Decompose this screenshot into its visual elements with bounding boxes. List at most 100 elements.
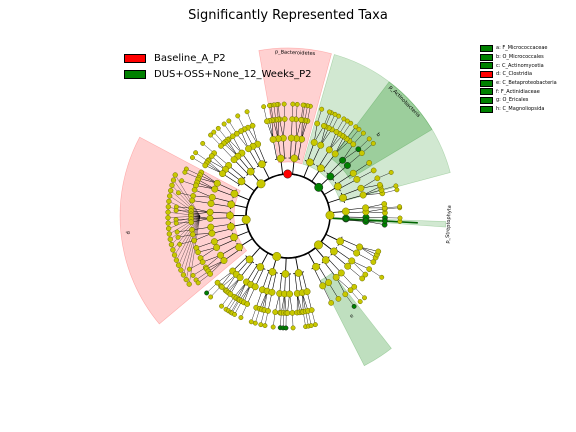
tree-node — [360, 130, 366, 136]
tree-node — [270, 324, 276, 330]
taxa-legend-label: e: C_Betaproteobacteria — [496, 80, 557, 87]
tree-node — [219, 170, 226, 178]
legend-label-group-1: Baseline_A_P2 — [154, 52, 226, 64]
tree-node — [362, 295, 367, 301]
branch — [168, 215, 201, 229]
tree-node — [284, 310, 291, 316]
tree-node — [208, 153, 215, 159]
tree-node — [166, 225, 172, 232]
tree-node — [230, 156, 238, 164]
tree-node — [180, 272, 187, 278]
tree-node — [303, 288, 311, 296]
legend-label-group-2: DUS+OSS+None_12_Weeks_P2 — [154, 68, 312, 80]
taxa-legend-swatch — [480, 70, 493, 78]
tree-node — [359, 150, 365, 156]
tree-node — [314, 182, 324, 192]
tree-node — [227, 291, 234, 297]
tree-node — [251, 283, 259, 291]
tree-node — [353, 124, 359, 130]
tree-node — [173, 257, 180, 263]
tree-node — [166, 198, 172, 205]
tree-node — [328, 300, 334, 306]
branch — [183, 215, 201, 275]
tree-node — [218, 143, 224, 149]
tree-node — [235, 243, 243, 252]
tree-node — [170, 177, 177, 183]
tree-node — [362, 271, 369, 278]
taxa-legend: a: F_Micrococcaceae b: O_Micrococcales c: … — [480, 44, 557, 114]
tree-node — [252, 320, 258, 326]
tree-node — [366, 266, 373, 272]
tree-node — [206, 208, 214, 216]
tree-node — [172, 172, 178, 178]
tree-node — [319, 282, 327, 290]
branch — [168, 206, 201, 217]
tree-node — [353, 249, 361, 257]
branch — [174, 215, 201, 256]
tree-node — [214, 279, 221, 286]
tree-node — [382, 218, 388, 224]
tree-node — [230, 233, 238, 242]
tree-node — [246, 167, 255, 176]
tree-node — [186, 281, 192, 287]
tree-node — [186, 266, 192, 272]
tree-node — [215, 125, 221, 131]
tree-node — [191, 186, 198, 193]
tree-node — [314, 240, 323, 250]
tree-node — [356, 243, 364, 251]
tree-node — [272, 252, 282, 261]
tree-node — [175, 190, 181, 196]
tree-node — [175, 234, 181, 240]
tree-node — [200, 140, 206, 146]
branch — [168, 212, 201, 217]
tree-node — [317, 141, 325, 149]
tree-node — [325, 146, 333, 154]
tree-node — [366, 136, 372, 142]
tree-node — [290, 154, 299, 163]
tree-node — [339, 194, 347, 202]
tree-node — [349, 169, 357, 177]
tree-node — [339, 156, 347, 164]
taxa-legend-swatch — [480, 53, 493, 61]
tree-node — [268, 268, 277, 276]
tree-node — [343, 162, 351, 169]
tree-node — [308, 307, 315, 313]
tree-node — [210, 238, 218, 246]
tree-node — [208, 229, 216, 237]
tree-node — [335, 295, 342, 302]
tree-node — [348, 120, 354, 126]
taxa-legend-entry: d: C_Clostridia — [480, 70, 557, 79]
tree-node — [320, 123, 327, 129]
tree-node — [167, 193, 173, 199]
tree-node — [226, 118, 232, 124]
tree-node — [211, 185, 219, 193]
tree-node — [165, 215, 171, 221]
tree-node — [287, 134, 295, 142]
tree-node — [267, 103, 272, 108]
tree-node — [281, 270, 290, 278]
taxa-legend-swatch — [480, 62, 493, 70]
tree-node — [294, 269, 303, 277]
tree-node — [244, 109, 250, 115]
tree-node — [189, 197, 196, 204]
tree-node — [230, 189, 239, 198]
branch — [168, 215, 201, 218]
clade-label: p_Streptophyta — [445, 205, 453, 244]
tree-node — [208, 193, 216, 201]
taxa-legend-entry: h: C_Magnoliopsida — [480, 105, 557, 114]
tree-node — [219, 284, 225, 290]
tree-node — [336, 237, 345, 246]
taxa-legend-entry: c: C_Actinomycetia — [480, 61, 557, 70]
tree-node — [248, 319, 254, 325]
tree-node — [370, 167, 377, 174]
tree-node — [325, 210, 335, 220]
tree-node — [366, 160, 373, 166]
clade-sector — [302, 54, 451, 203]
tree-node — [308, 323, 314, 329]
branch — [169, 195, 201, 217]
tree-node — [379, 274, 385, 280]
taxa-legend-entry: g: O_Ericales — [480, 96, 557, 105]
tree-node — [357, 299, 363, 305]
tree-node — [256, 263, 265, 271]
tree-node — [344, 118, 350, 124]
